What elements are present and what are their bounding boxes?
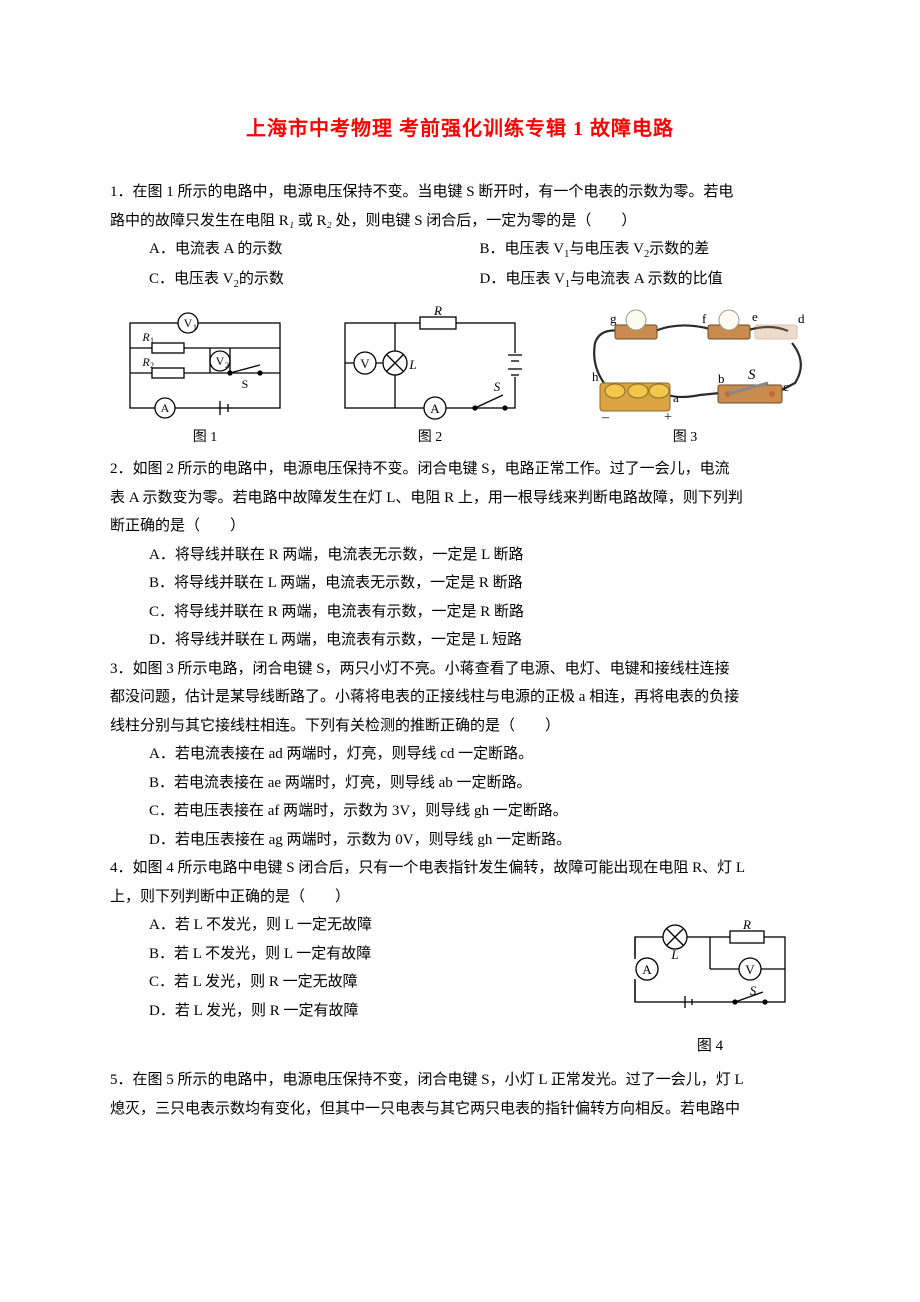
fig2-caption: 图 2 bbox=[325, 425, 535, 452]
q3-stem-c: 线柱分别与其它接线柱相连。下列有关检测的推断正确的是（ ） bbox=[110, 712, 810, 741]
circuit-diagram-2-icon: V A R L S bbox=[325, 303, 535, 423]
q4-stem-b: 上，则下列判断中正确的是（ ） bbox=[110, 883, 810, 912]
q4-stem-a: 4．如图 4 所示电路中电键 S 闭合后，只有一个电表指针发生偏转，故障可能出现… bbox=[110, 854, 810, 883]
physical-circuit-3-icon: g f e d h a b c S – + bbox=[560, 303, 810, 423]
fig4-s-label: S bbox=[750, 983, 757, 998]
q1-optD: D．电压表 V1与电流表 A 示数的比值 bbox=[480, 265, 811, 295]
q5-stem-b: 熄灭，三只电表示数均有变化，但其中一只电表与其它两只电表的指针偏转方向相反。若电… bbox=[110, 1095, 810, 1124]
q1-options-row1: A．电流表 A 的示数 B．电压表 V1与电压表 V2示数的差 bbox=[110, 235, 810, 265]
fig3-plus: + bbox=[664, 410, 672, 423]
fig1-v1-sub: 1 bbox=[193, 323, 197, 332]
q1-optB-mid: 与电压表 V bbox=[569, 241, 644, 257]
fig2-l-label: L bbox=[408, 357, 416, 372]
fig1-r2-sub: 2 bbox=[150, 361, 154, 370]
q1-optD-pre: D．电压表 V bbox=[480, 271, 565, 287]
fig3-e: e bbox=[752, 309, 758, 324]
q3-stem-a: 3．如图 3 所示电路，闭合电键 S，两只小灯不亮。小蒋查看了电源、电灯、电键和… bbox=[110, 655, 810, 684]
q4-optA: A．若 L 不发光，则 L 一定无故障 bbox=[110, 911, 610, 940]
fig1-r1-sub: 1 bbox=[150, 336, 154, 345]
q5-stem-a: 5．在图 5 所示的电路中，电源电压保持不变，闭合电键 S，小灯 L 正常发光。… bbox=[110, 1066, 810, 1095]
fig1-v2-label: V bbox=[216, 354, 225, 368]
fig3-caption: 图 3 bbox=[560, 425, 810, 452]
fig4-caption: 图 4 bbox=[610, 1032, 810, 1061]
fig3-g: g bbox=[610, 311, 617, 326]
figure-4: A V L R S 图 4 bbox=[610, 919, 810, 1060]
q1-stem-b2: 或 R bbox=[298, 213, 327, 229]
page: 上海市中考物理 考前强化训练专辑 1 故障电路 1．在图 1 所示的电路中，电源… bbox=[0, 0, 920, 1302]
q3-optD: D．若电压表接在 ag 两端时，示数为 0V，则导线 gh 一定断路。 bbox=[110, 826, 810, 855]
fig3-b: b bbox=[718, 371, 725, 386]
fig2-s-label: S bbox=[494, 379, 501, 394]
q1-stem-b3: 处，则电键 S 闭合后，一定为零的是（ ） bbox=[335, 213, 636, 229]
q1-optC-pre: C．电压表 V bbox=[149, 271, 234, 287]
fig3-d: d bbox=[798, 311, 805, 326]
fig3-h: h bbox=[592, 369, 599, 384]
fig1-a-label: A bbox=[161, 401, 170, 415]
page-title: 上海市中考物理 考前强化训练专辑 1 故障电路 bbox=[110, 110, 810, 148]
fig1-s-label: S bbox=[242, 377, 249, 391]
q1-optB: B．电压表 V1与电压表 V2示数的差 bbox=[480, 235, 811, 265]
q2-stem-c: 断正确的是（ ） bbox=[110, 512, 810, 541]
fig3-minus: – bbox=[601, 410, 610, 423]
q2-optD: D．将导线并联在 L 两端，电流表有示数，一定是 L 短路 bbox=[110, 626, 810, 655]
fig3-f: f bbox=[702, 311, 707, 326]
q3-stem-b: 都没问题，估计是某导线断路了。小蒋将电表的正接线柱与电源的正极 a 相连，再将电… bbox=[110, 683, 810, 712]
figure-3: g f e d h a b c S – + 图 3 bbox=[560, 303, 810, 452]
q1-stem-line1: 1．在图 1 所示的电路中，电源电压保持不变。当电键 S 断开时，有一个电表的示… bbox=[110, 178, 810, 207]
fig1-r2-label: R bbox=[141, 355, 150, 369]
figure-1: V 1 V 2 A R 1 R 2 S 图 1 bbox=[110, 303, 300, 452]
fig2-v-label: V bbox=[360, 356, 370, 371]
q4-options: A．若 L 不发光，则 L 一定无故障 B．若 L 不发光，则 L 一定有故障 … bbox=[110, 911, 610, 1025]
fig1-v2-sub: 2 bbox=[225, 361, 229, 370]
circuit-diagram-4-icon: A V L R S bbox=[615, 919, 805, 1019]
fig4-l-label: L bbox=[670, 947, 678, 962]
fig3-c: c bbox=[783, 379, 789, 394]
q1-stem-b: 路中的故障只发生在电阻 R bbox=[110, 213, 289, 229]
q4-optB: B．若 L 不发光，则 L 一定有故障 bbox=[110, 940, 610, 969]
q4-optD: D．若 L 发光，则 R 一定有故障 bbox=[110, 997, 610, 1026]
fig3-s: S bbox=[748, 367, 756, 383]
figure-2: V A R L S 图 2 bbox=[325, 303, 535, 452]
fig4-v-label: V bbox=[745, 962, 755, 977]
q1-optB-suf: 示数的差 bbox=[649, 241, 709, 257]
q2-optC: C．将导线并联在 R 两端，电流表有示数，一定是 R 断路 bbox=[110, 598, 810, 627]
fig1-v1-label: V bbox=[184, 316, 193, 330]
q1-options-row2: C．电压表 V2的示数 D．电压表 V1与电流表 A 示数的比值 bbox=[110, 265, 810, 295]
fig4-a-label: A bbox=[642, 962, 652, 977]
q2-stem-a: 2．如图 2 所示的电路中，电源电压保持不变。闭合电键 S，电路正常工作。过了一… bbox=[110, 455, 810, 484]
fig1-caption: 图 1 bbox=[110, 425, 300, 452]
fig4-r-label: R bbox=[742, 919, 751, 932]
q1-optB-pre: B．电压表 V bbox=[480, 241, 565, 257]
q4-block: A．若 L 不发光，则 L 一定无故障 B．若 L 不发光，则 L 一定有故障 … bbox=[110, 911, 810, 1060]
q1-optC-suf: 的示数 bbox=[239, 271, 284, 287]
fig2-a-label: A bbox=[430, 401, 440, 416]
q2-optB: B．将导线并联在 L 两端，电流表无示数，一定是 R 断路 bbox=[110, 569, 810, 598]
q3-optB: B．若电流表接在 ae 两端时，灯亮，则导线 ab 一定断路。 bbox=[110, 769, 810, 798]
q1-optC: C．电压表 V2的示数 bbox=[149, 265, 480, 295]
fig3-a: a bbox=[673, 390, 679, 405]
circuit-diagram-1-icon: V 1 V 2 A R 1 R 2 S bbox=[110, 303, 300, 423]
q2-stem-b: 表 A 示数变为零。若电路中故障发生在灯 L、电阻 R 上，用一根导线来判断电路… bbox=[110, 484, 810, 513]
q1-optA: A．电流表 A 的示数 bbox=[149, 235, 480, 265]
fig2-r-label: R bbox=[433, 303, 442, 318]
q3-optC: C．若电压表接在 af 两端时，示数为 3V，则导线 gh 一定断路。 bbox=[110, 797, 810, 826]
q4-optC: C．若 L 发光，则 R 一定无故障 bbox=[110, 968, 610, 997]
q3-optA: A．若电流表接在 ad 两端时，灯亮，则导线 cd 一定断路。 bbox=[110, 740, 810, 769]
q2-optA: A．将导线并联在 R 两端，电流表无示数，一定是 L 断路 bbox=[110, 541, 810, 570]
q1-stem-line2: 路中的故障只发生在电阻 R₁ 或 R₂ 处，则电键 S 闭合后，一定为零的是（ … bbox=[110, 207, 810, 236]
q1-optD-suf: 与电流表 A 示数的比值 bbox=[570, 271, 723, 287]
figures-row: V 1 V 2 A R 1 R 2 S 图 1 bbox=[110, 303, 810, 452]
fig1-r1-label: R bbox=[141, 330, 150, 344]
